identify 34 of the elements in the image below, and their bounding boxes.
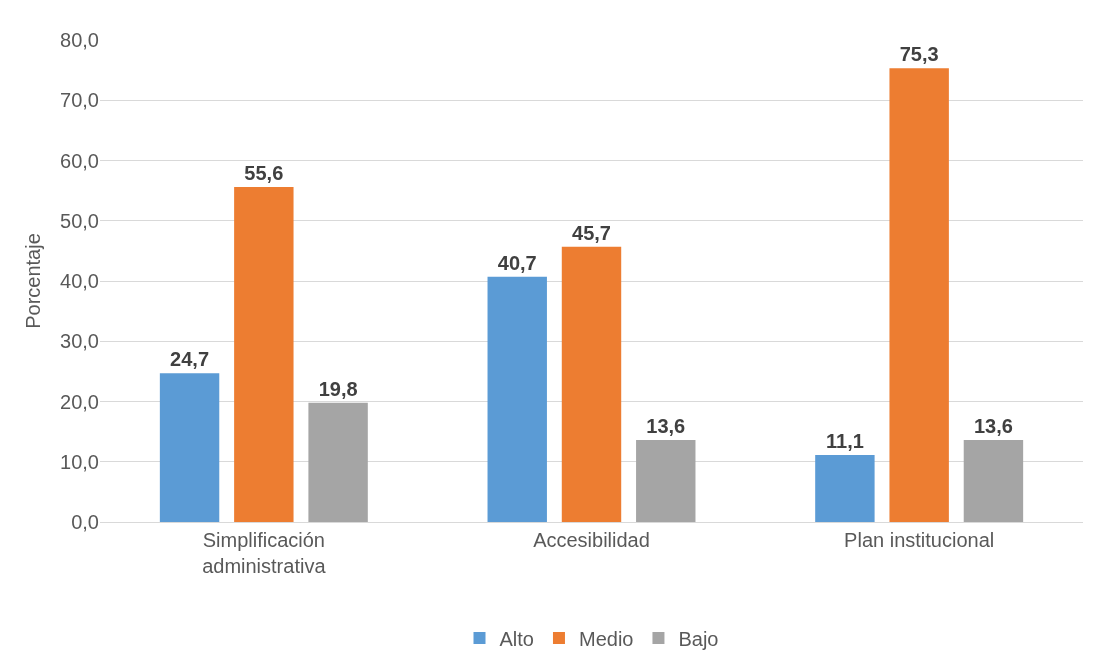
y-tick-label: 40,0: [60, 270, 99, 292]
legend-label: Bajo: [678, 627, 719, 650]
y-tick-label: 80,0: [60, 29, 99, 51]
bar: [234, 187, 294, 522]
data-label: 75,3: [899, 43, 939, 66]
bar: [815, 455, 875, 522]
legend-label: Alto: [499, 627, 534, 650]
y-tick-label: 50,0: [60, 209, 99, 232]
bar: [159, 373, 220, 522]
data-label: 40,7: [497, 251, 537, 274]
data-label: 13,6: [646, 415, 686, 438]
bar: [636, 440, 696, 522]
data-label: 24,7: [170, 348, 210, 371]
legend-label: Medio: [578, 627, 634, 650]
y-tick-label: 0,0: [71, 511, 99, 533]
y-tick-label: 10,0: [60, 450, 99, 473]
data-label: 19,8: [318, 377, 358, 400]
y-axis-title: Porcentaje: [21, 233, 44, 329]
bar: [487, 276, 547, 522]
data-label: 45,7: [572, 221, 611, 244]
y-tick-label: 30,0: [60, 330, 99, 353]
bar: [561, 246, 622, 522]
data-label: 13,6: [973, 415, 1013, 438]
bar: [889, 68, 949, 522]
y-tick-label: 60,0: [60, 149, 99, 172]
x-tick-label: Plan institucional: [844, 529, 995, 552]
y-tick-label: 20,0: [60, 390, 99, 413]
data-label: 55,6: [244, 162, 284, 185]
x-tick-label: Accesibilidad: [533, 529, 650, 552]
y-tick-label: 70,0: [60, 89, 99, 112]
bar: [308, 402, 368, 522]
x-tick-label: Simplificación administrativa: [202, 529, 327, 578]
data-label: 11,1: [825, 430, 864, 453]
bar: [963, 440, 1024, 522]
